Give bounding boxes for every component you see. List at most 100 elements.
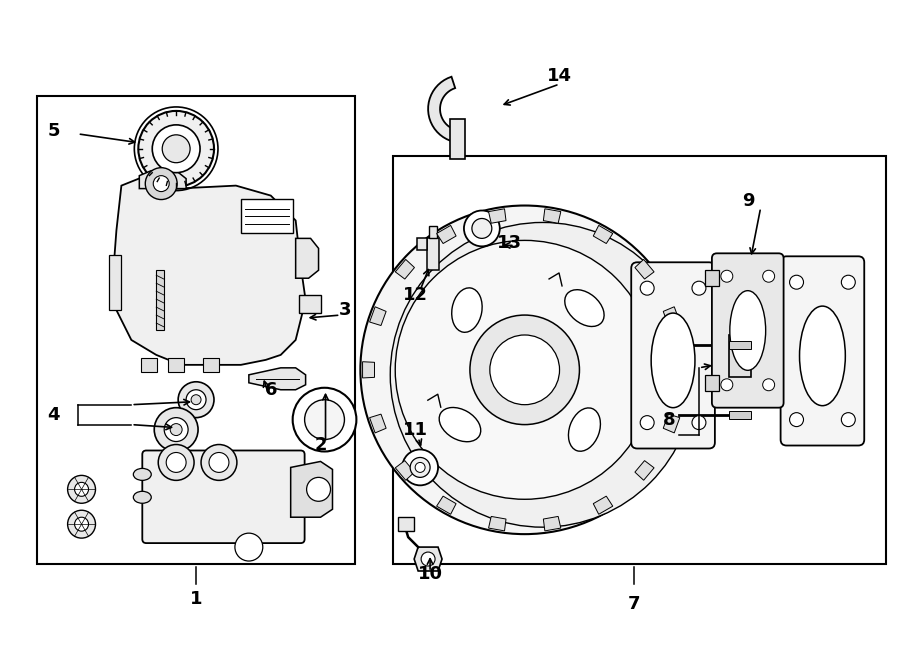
Text: 10: 10 — [418, 565, 443, 583]
Circle shape — [692, 416, 706, 430]
Circle shape — [421, 552, 435, 566]
Bar — [729, 410, 751, 418]
Bar — [110, 255, 122, 310]
Text: 1: 1 — [190, 590, 203, 608]
Ellipse shape — [730, 291, 766, 370]
Ellipse shape — [652, 313, 695, 408]
Circle shape — [789, 275, 804, 289]
Circle shape — [170, 424, 182, 436]
Polygon shape — [675, 362, 687, 378]
Circle shape — [470, 315, 580, 424]
Circle shape — [191, 395, 201, 405]
Polygon shape — [395, 259, 415, 279]
Polygon shape — [663, 307, 680, 325]
Circle shape — [842, 275, 855, 289]
Polygon shape — [634, 259, 654, 279]
Text: 7: 7 — [628, 595, 641, 613]
Circle shape — [842, 412, 855, 426]
Circle shape — [186, 390, 206, 410]
Polygon shape — [428, 77, 462, 143]
Text: 14: 14 — [547, 67, 572, 85]
Ellipse shape — [133, 469, 151, 481]
Bar — [729, 335, 751, 377]
Bar — [417, 239, 428, 251]
Bar — [241, 198, 292, 233]
Polygon shape — [436, 225, 456, 243]
Circle shape — [721, 379, 733, 391]
Text: 2: 2 — [314, 436, 327, 453]
Circle shape — [292, 388, 356, 451]
Polygon shape — [363, 362, 374, 378]
Circle shape — [162, 135, 190, 163]
Circle shape — [145, 168, 177, 200]
Ellipse shape — [565, 290, 604, 327]
Circle shape — [75, 517, 88, 531]
Polygon shape — [113, 176, 306, 365]
Circle shape — [68, 510, 95, 538]
Circle shape — [304, 400, 345, 440]
Circle shape — [490, 335, 560, 405]
Circle shape — [68, 475, 95, 503]
Circle shape — [472, 219, 491, 239]
Circle shape — [415, 463, 425, 473]
Bar — [398, 517, 414, 531]
Bar — [729, 341, 751, 349]
Polygon shape — [489, 209, 506, 223]
Circle shape — [762, 270, 775, 282]
Circle shape — [235, 533, 263, 561]
Bar — [203, 358, 219, 372]
Ellipse shape — [439, 407, 481, 442]
Circle shape — [410, 457, 430, 477]
Circle shape — [640, 416, 654, 430]
Bar — [705, 375, 719, 391]
Text: 11: 11 — [402, 420, 428, 439]
Circle shape — [307, 477, 330, 501]
Circle shape — [762, 379, 775, 391]
Circle shape — [75, 483, 88, 496]
Circle shape — [153, 176, 169, 192]
FancyBboxPatch shape — [780, 256, 864, 446]
Bar — [393, 156, 886, 564]
Bar — [37, 96, 356, 564]
Circle shape — [164, 418, 188, 442]
Ellipse shape — [133, 491, 151, 503]
Text: 5: 5 — [48, 122, 60, 140]
Polygon shape — [370, 307, 386, 325]
Bar — [428, 239, 439, 270]
Polygon shape — [593, 496, 613, 514]
Polygon shape — [544, 209, 561, 223]
Polygon shape — [634, 461, 654, 481]
Text: 12: 12 — [402, 286, 428, 304]
Polygon shape — [291, 461, 332, 517]
Circle shape — [154, 408, 198, 451]
Polygon shape — [593, 225, 613, 243]
Circle shape — [640, 281, 654, 295]
Text: 13: 13 — [497, 235, 522, 253]
Polygon shape — [414, 547, 442, 571]
Polygon shape — [370, 414, 386, 433]
FancyBboxPatch shape — [631, 262, 715, 449]
Text: 9: 9 — [742, 192, 755, 210]
Bar — [450, 119, 465, 159]
Circle shape — [692, 281, 706, 295]
Circle shape — [178, 382, 214, 418]
Circle shape — [209, 453, 229, 473]
Polygon shape — [395, 461, 415, 481]
Ellipse shape — [799, 306, 845, 406]
Circle shape — [152, 125, 200, 173]
Text: 8: 8 — [662, 410, 675, 428]
Circle shape — [201, 444, 237, 481]
Circle shape — [391, 223, 695, 527]
Circle shape — [158, 444, 194, 481]
Ellipse shape — [452, 288, 482, 332]
Text: 4: 4 — [48, 406, 60, 424]
Circle shape — [395, 241, 654, 499]
FancyBboxPatch shape — [142, 451, 304, 543]
Bar — [157, 270, 164, 330]
Circle shape — [139, 111, 214, 186]
Bar — [141, 358, 158, 372]
Circle shape — [789, 412, 804, 426]
Polygon shape — [489, 516, 506, 531]
FancyBboxPatch shape — [712, 253, 784, 408]
Bar — [168, 358, 184, 372]
